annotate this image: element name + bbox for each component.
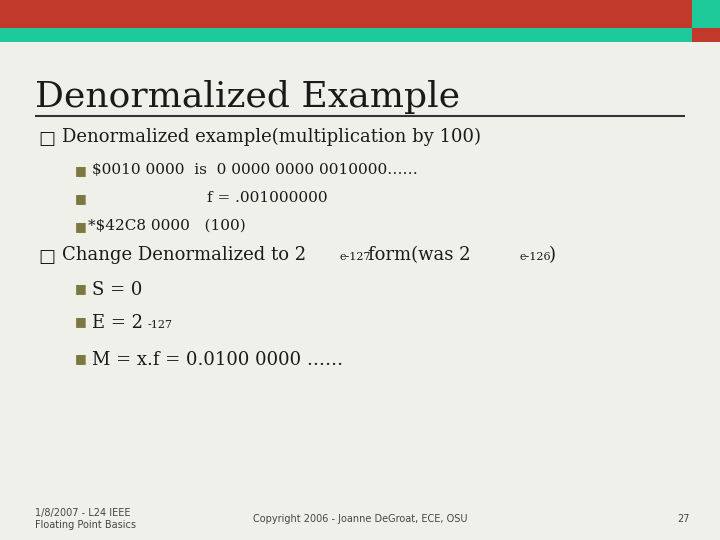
Text: ■: ■ — [75, 315, 86, 328]
Text: e-127: e-127 — [339, 252, 371, 262]
Text: Change Denormalized to 2: Change Denormalized to 2 — [62, 246, 306, 264]
Text: Floating Point Basics: Floating Point Basics — [35, 520, 136, 530]
Text: ■: ■ — [75, 192, 86, 205]
Text: 27: 27 — [678, 514, 690, 524]
Bar — [0, 28, 720, 42]
Text: *$42C8 0000   (100): *$42C8 0000 (100) — [88, 219, 246, 233]
Text: 1/8/2007 - L24 IEEE: 1/8/2007 - L24 IEEE — [35, 508, 130, 518]
Text: ): ) — [549, 246, 556, 264]
Text: $0010 0000  is  0 0000 0000 0010000……: $0010 0000 is 0 0000 0000 0010000…… — [92, 163, 418, 177]
Text: f = .001000000: f = .001000000 — [207, 191, 328, 205]
Text: M = x.f = 0.0100 0000 ……: M = x.f = 0.0100 0000 …… — [92, 351, 343, 369]
Bar — [0, 0, 720, 28]
Text: Copyright 2006 - Joanne DeGroat, ECE, OSU: Copyright 2006 - Joanne DeGroat, ECE, OS… — [253, 514, 467, 524]
Text: □: □ — [38, 130, 55, 148]
Text: ■: ■ — [75, 282, 86, 295]
Text: -127: -127 — [148, 320, 173, 330]
Text: Denormalized Example: Denormalized Example — [35, 80, 460, 114]
Bar — [692, 0, 720, 28]
Text: □: □ — [38, 248, 55, 266]
Text: ■: ■ — [75, 220, 86, 233]
Text: ■: ■ — [75, 164, 86, 177]
Text: form(was 2: form(was 2 — [368, 246, 470, 264]
Text: e-126: e-126 — [519, 252, 551, 262]
Text: S = 0: S = 0 — [92, 281, 143, 299]
Text: E = 2: E = 2 — [92, 314, 143, 332]
Text: Denormalized example(multiplication by 100): Denormalized example(multiplication by 1… — [62, 128, 481, 146]
Bar — [692, 28, 720, 42]
Text: ■: ■ — [75, 352, 86, 365]
